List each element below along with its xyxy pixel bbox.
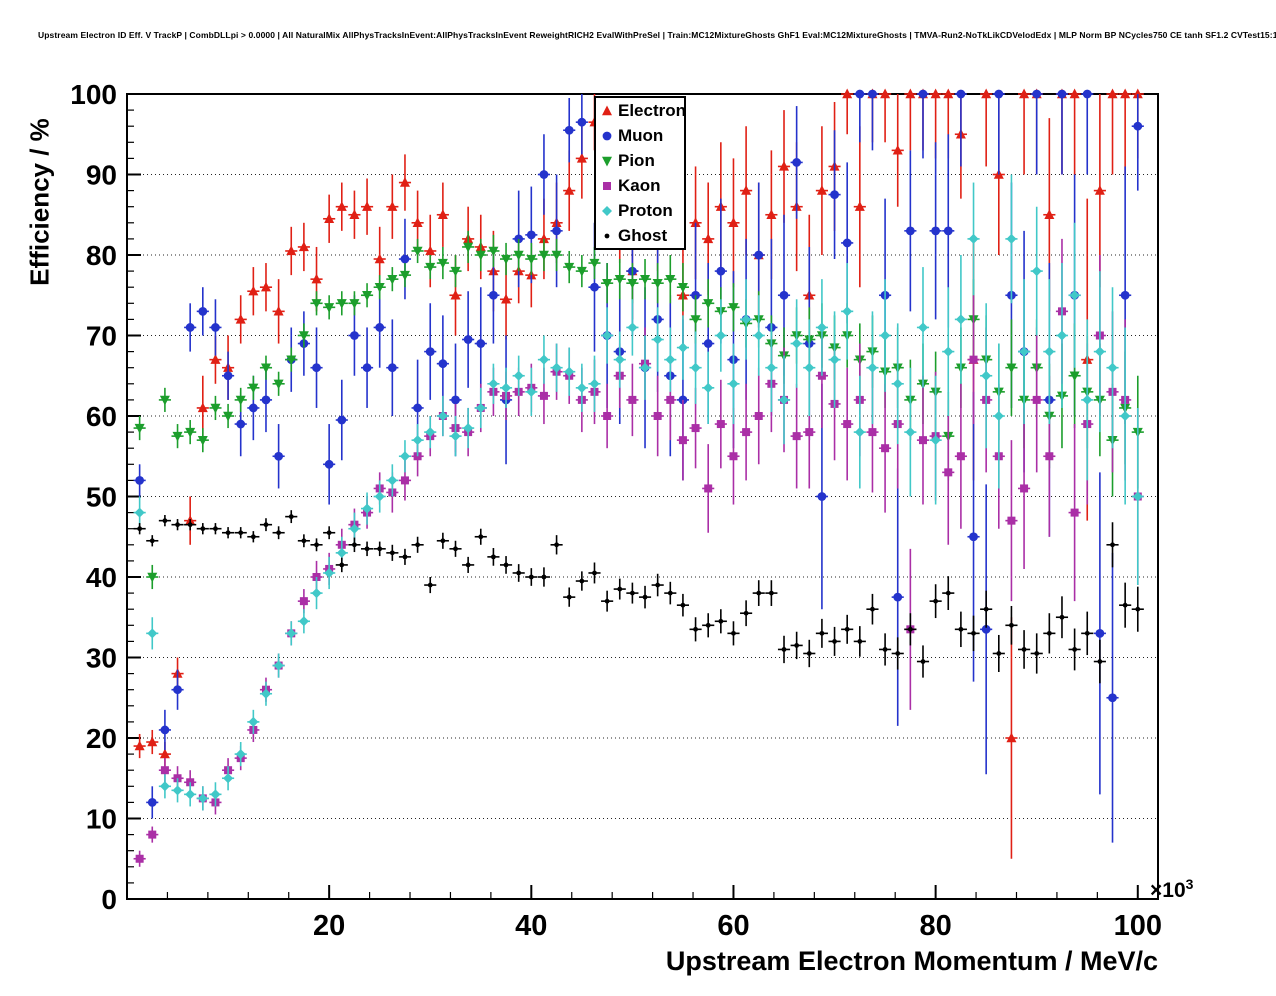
svg-text:20: 20	[313, 910, 345, 942]
svg-text:40: 40	[86, 562, 117, 593]
electron-marker-icon	[602, 105, 612, 115]
svg-text:30: 30	[86, 643, 117, 674]
y-axis-title: Efficiency / %	[24, 118, 55, 286]
legend-item-pion: Pion	[596, 148, 684, 173]
legend-label-proton: Proton	[618, 201, 673, 220]
legend-label-ghost: Ghost	[618, 226, 668, 245]
y-tick-labels: 0 10 20 30 40 50 60 70 80 90 100	[70, 79, 117, 915]
svg-text:80: 80	[86, 240, 117, 271]
series-kaon	[133, 238, 1144, 867]
legend-item-electron: Electron	[596, 98, 687, 123]
legend: Electron Muon Pion Kaon Proton Ghost	[594, 96, 686, 250]
legend-label-muon: Muon	[618, 126, 664, 145]
axis-ticks	[127, 93, 1139, 900]
x-axis-multiplier: ×103	[1150, 876, 1193, 903]
svg-text:60: 60	[86, 401, 117, 432]
svg-text:80: 80	[919, 910, 951, 942]
legend-item-muon: Muon	[596, 123, 684, 148]
legend-item-kaon: Kaon	[596, 173, 684, 198]
svg-text:60: 60	[717, 910, 749, 942]
plot-header-title: Upstream Electron ID Eff. V TrackP | Com…	[38, 30, 1276, 40]
series-proton	[133, 174, 1144, 811]
svg-text:0: 0	[101, 884, 117, 915]
gridlines	[127, 174, 1158, 819]
legend-item-proton: Proton	[596, 198, 684, 223]
svg-text:20: 20	[86, 723, 117, 754]
svg-text:100: 100	[1114, 910, 1162, 942]
x-tick-labels: 20 40 60 80 100	[313, 910, 1162, 942]
multiplier-exponent: 3	[1185, 876, 1194, 892]
x-axis-title: Upstream Electron Momentum / MeV/c	[665, 946, 1158, 976]
multiplier-base: ×10	[1150, 879, 1186, 902]
pion-marker-icon	[602, 156, 612, 166]
legend-label-electron: Electron	[618, 101, 687, 120]
svg-text:50: 50	[86, 482, 117, 513]
series-ghost	[133, 510, 1144, 684]
proton-marker-icon	[602, 205, 612, 216]
kaon-marker-icon	[603, 181, 611, 190]
legend-label-kaon: Kaon	[618, 176, 661, 195]
legend-item-ghost: Ghost	[596, 223, 684, 248]
series-pion	[133, 230, 1144, 590]
svg-text:90: 90	[86, 160, 117, 191]
svg-text:40: 40	[515, 910, 547, 942]
legend-label-pion: Pion	[618, 151, 655, 170]
svg-text:10: 10	[86, 804, 117, 835]
muon-marker-icon	[602, 131, 612, 140]
svg-text:70: 70	[86, 321, 117, 352]
ghost-marker-icon	[604, 233, 610, 238]
svg-text:100: 100	[70, 79, 117, 110]
